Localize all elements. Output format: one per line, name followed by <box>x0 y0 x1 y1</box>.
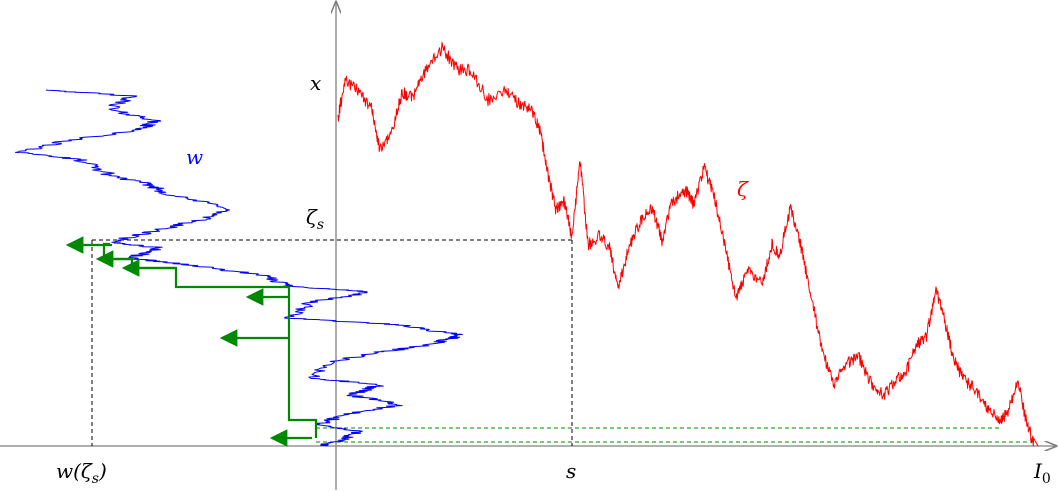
zeta-label: ζ <box>737 177 749 201</box>
black-dashed-guides <box>91 239 573 446</box>
w-label: w <box>186 145 203 169</box>
green-staircase <box>102 242 318 438</box>
zeta-path <box>337 41 1039 447</box>
w-path <box>15 89 463 447</box>
I0-label: I0 <box>1033 459 1051 487</box>
green-subordinator-structure <box>65 236 318 447</box>
green-dashed-guides <box>316 427 1034 443</box>
s-label: s <box>566 459 576 483</box>
zeta-s-label: ζs <box>306 205 324 233</box>
w-zeta-s-label: w(ζs) <box>56 459 107 487</box>
x-label: x <box>310 71 321 95</box>
